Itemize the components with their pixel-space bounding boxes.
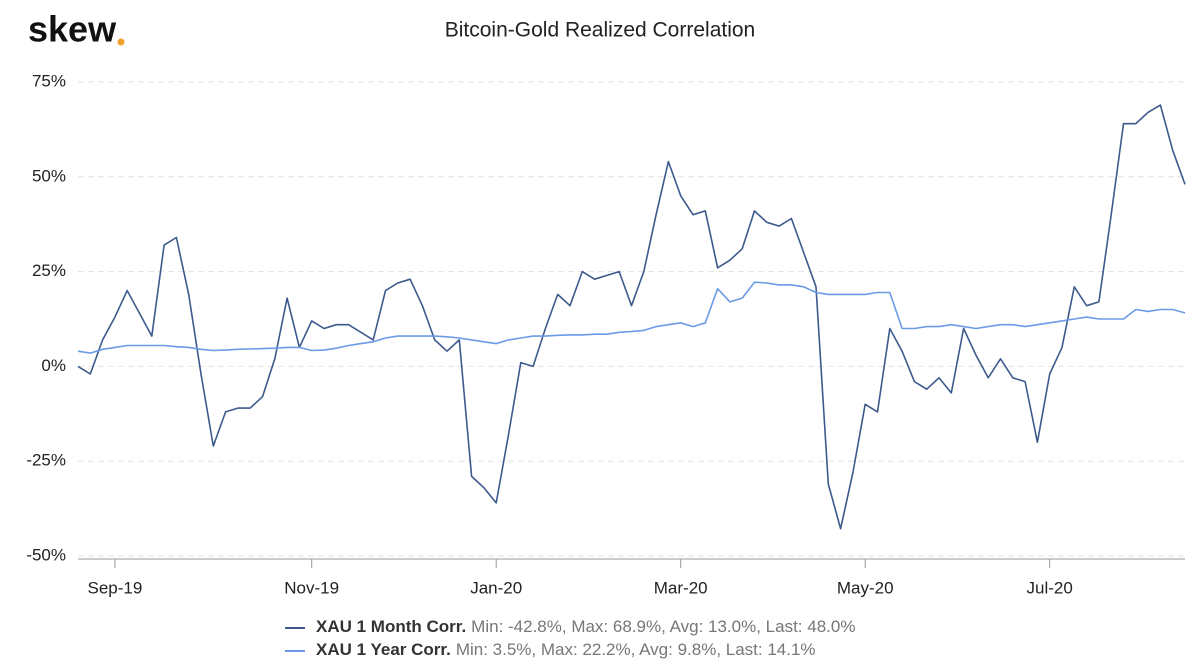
series-line: [77, 281, 1186, 354]
x-tick-label: Jul-20: [1027, 578, 1073, 597]
legend-stats: Min: 3.5%, Max: 22.2%, Avg: 9.8%, Last: …: [456, 640, 816, 659]
y-tick-label: -25%: [26, 451, 66, 470]
brand-logo: skew: [28, 9, 117, 50]
legend-entry: XAU 1 Month Corr. Min: -42.8%, Max: 68.9%…: [316, 617, 855, 636]
y-tick-label: 75%: [32, 71, 66, 90]
legend-entry: XAU 1 Year Corr. Min: 3.5%, Max: 22.2%, A…: [316, 640, 816, 659]
chart-title: Bitcoin-Gold Realized Correlation: [445, 19, 755, 42]
y-tick-label: 0%: [41, 356, 66, 375]
y-tick-label: 25%: [32, 261, 66, 280]
x-tick-label: Sep-19: [87, 578, 142, 597]
x-tick-label: Mar-20: [654, 578, 708, 597]
x-tick-label: Jan-20: [470, 578, 522, 597]
y-tick-label: -50%: [26, 545, 66, 564]
x-tick-label: May-20: [837, 578, 894, 597]
x-tick-label: Nov-19: [284, 578, 339, 597]
legend-name: XAU 1 Month Corr.: [316, 617, 466, 636]
legend-stats: Min: -42.8%, Max: 68.9%, Avg: 13.0%, Las…: [471, 617, 855, 636]
brand-dot: [117, 38, 125, 46]
y-tick-label: 50%: [32, 166, 66, 185]
series-line: [77, 104, 1186, 530]
legend-name: XAU 1 Year Corr.: [316, 640, 451, 659]
